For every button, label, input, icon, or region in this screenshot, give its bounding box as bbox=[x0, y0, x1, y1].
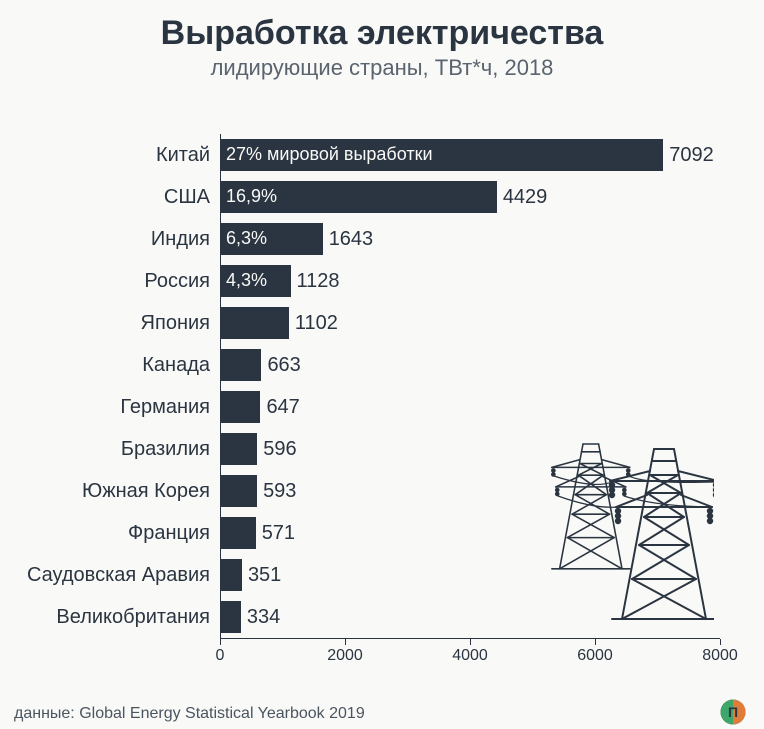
category-label: США bbox=[0, 186, 220, 209]
bar-area: 663 bbox=[220, 344, 720, 386]
chart-title: Выработка электричества bbox=[0, 14, 764, 53]
x-tick bbox=[720, 639, 721, 645]
value-label: 1102 bbox=[295, 312, 338, 335]
in-bar-label: 27% мировой выработки bbox=[226, 144, 433, 165]
chart-subtitle: лидирующие страны, ТВт*ч, 2018 bbox=[0, 55, 764, 81]
bar bbox=[220, 433, 257, 465]
x-tick-label: 8000 bbox=[702, 647, 738, 665]
bar-area: 16,9% 4429 bbox=[220, 176, 720, 218]
value-label: 647 bbox=[266, 396, 299, 419]
category-label: Россия bbox=[0, 270, 220, 293]
y-axis-line bbox=[220, 134, 221, 638]
bar-row: Германия 647 bbox=[0, 386, 764, 428]
x-tick-label: 6000 bbox=[577, 647, 613, 665]
power-tower-icon bbox=[534, 434, 714, 624]
x-tick bbox=[345, 639, 346, 645]
value-label: 596 bbox=[263, 438, 296, 461]
bar-area: 4,3% 1128 bbox=[220, 260, 720, 302]
bar-area: 27% мировой выработки 7092 bbox=[220, 134, 720, 176]
bar-area: 1102 bbox=[220, 302, 720, 344]
value-label: 571 bbox=[262, 522, 295, 545]
bar-area: 6,3% 1643 bbox=[220, 218, 720, 260]
category-label: Канада bbox=[0, 354, 220, 377]
category-label: Франция bbox=[0, 522, 220, 545]
x-tick-label: 2000 bbox=[327, 647, 363, 665]
bar-row: Канада 663 bbox=[0, 344, 764, 386]
in-bar-label: 16,9% bbox=[226, 186, 277, 207]
bar-row: Индия 6,3% 1643 bbox=[0, 218, 764, 260]
bar-area: 647 bbox=[220, 386, 720, 428]
x-axis: 02000400060008000 bbox=[220, 638, 720, 639]
publisher-logo: П bbox=[720, 699, 746, 725]
in-bar-label: 4,3% bbox=[226, 270, 267, 291]
in-bar-label: 6,3% bbox=[226, 228, 267, 249]
category-label: Южная Корея bbox=[0, 480, 220, 503]
bar bbox=[220, 391, 260, 423]
bar bbox=[220, 349, 261, 381]
bar bbox=[220, 601, 241, 633]
category-label: Саудовская Аравия bbox=[0, 564, 220, 587]
bar bbox=[220, 475, 257, 507]
x-tick bbox=[220, 639, 221, 645]
x-tick-label: 4000 bbox=[452, 647, 488, 665]
category-label: Китай bbox=[0, 144, 220, 167]
x-tick-label: 0 bbox=[216, 647, 225, 665]
category-label: Япония bbox=[0, 312, 220, 335]
x-tick bbox=[470, 639, 471, 645]
bar-row: США 16,9% 4429 bbox=[0, 176, 764, 218]
logo-letter: П bbox=[728, 704, 738, 720]
category-label: Индия bbox=[0, 228, 220, 251]
bar bbox=[220, 517, 256, 549]
bar-row: Китай 27% мировой выработки 7092 bbox=[0, 134, 764, 176]
value-label: 1643 bbox=[329, 228, 374, 251]
value-label: 1128 bbox=[297, 270, 340, 293]
category-label: Германия bbox=[0, 396, 220, 419]
value-label: 663 bbox=[267, 354, 300, 377]
bar bbox=[220, 307, 289, 339]
data-source: данные: Global Energy Statistical Yearbo… bbox=[14, 705, 365, 723]
bar-row: Япония 1102 bbox=[0, 302, 764, 344]
value-label: 4429 bbox=[503, 186, 548, 209]
bar-row: Россия 4,3% 1128 bbox=[0, 260, 764, 302]
value-label: 593 bbox=[263, 480, 296, 503]
category-label: Великобритания bbox=[0, 606, 220, 629]
value-label: 7092 bbox=[669, 144, 714, 167]
value-label: 351 bbox=[248, 564, 281, 587]
bar bbox=[220, 559, 242, 591]
value-label: 334 bbox=[247, 606, 280, 629]
x-tick bbox=[595, 639, 596, 645]
category-label: Бразилия bbox=[0, 438, 220, 461]
